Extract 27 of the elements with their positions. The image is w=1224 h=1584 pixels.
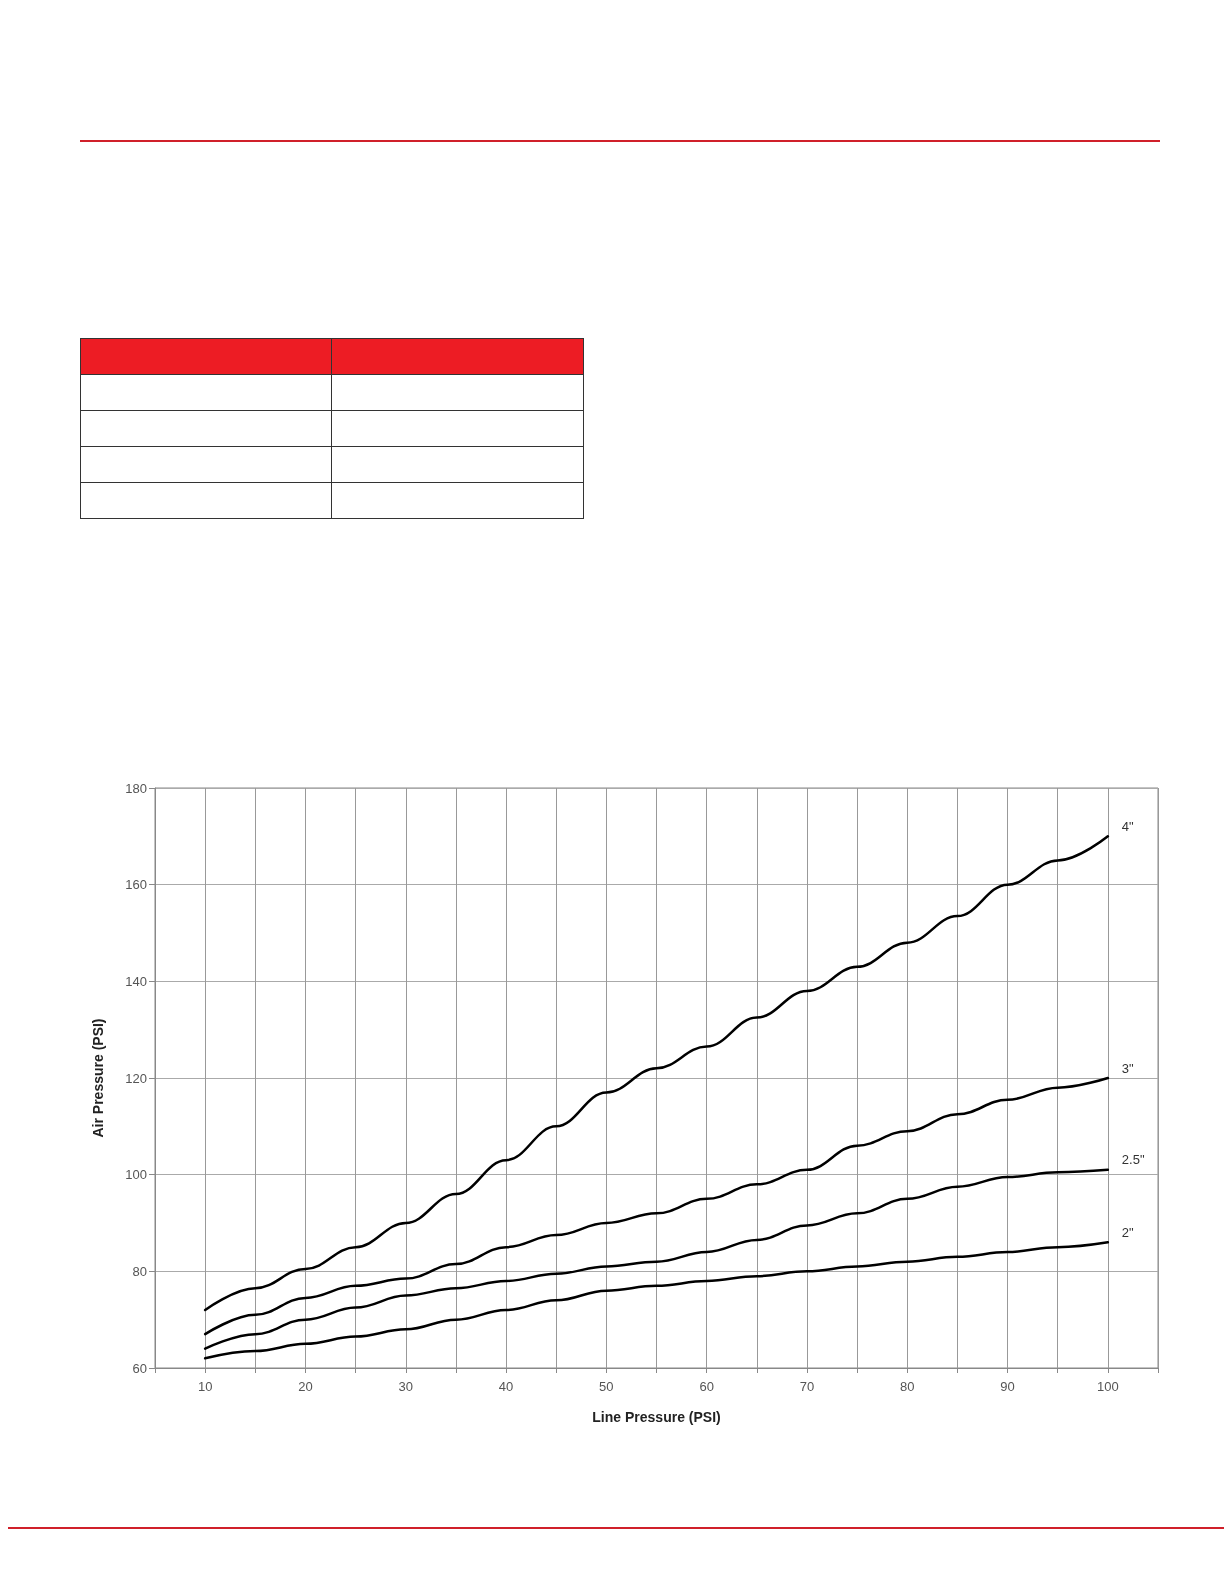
x-tick-label: 60 — [699, 1379, 714, 1394]
x-tick-label: 20 — [298, 1379, 313, 1394]
x-tick-label: 70 — [799, 1379, 815, 1394]
series-label: 3" — [1121, 1060, 1135, 1076]
series-label: 4" — [1121, 818, 1135, 834]
x-tick-label: 30 — [398, 1379, 413, 1394]
y-tick-label: 160 — [125, 877, 147, 893]
x-axis-title: Line Pressure (PSI) — [592, 1409, 721, 1425]
y-tick-label: 140 — [125, 973, 147, 989]
y-tick-label: 80 — [132, 1263, 147, 1279]
y-tick-label: 120 — [125, 1070, 147, 1086]
y-axis-title: Air Pressure (PSI) — [90, 1018, 106, 1138]
x-tick-label: 80 — [900, 1379, 915, 1394]
x-tick-label: 100 — [1097, 1379, 1119, 1394]
series-label: 2" — [1121, 1224, 1135, 1240]
y-tick-label: 180 — [125, 780, 147, 796]
line-series — [203, 1168, 1110, 1350]
line-series — [203, 1076, 1110, 1336]
series-label: 2.5" — [1121, 1152, 1145, 1168]
x-tick-label: 90 — [1000, 1379, 1015, 1394]
x-tick-label: 50 — [599, 1379, 614, 1394]
x-tick-label: 40 — [498, 1379, 514, 1394]
y-tick-label: 100 — [125, 1167, 147, 1183]
y-tick-label: 60 — [132, 1360, 147, 1376]
x-tick-label: 10 — [197, 1379, 213, 1394]
line-series — [203, 835, 1110, 1312]
line-series — [203, 1241, 1110, 1360]
